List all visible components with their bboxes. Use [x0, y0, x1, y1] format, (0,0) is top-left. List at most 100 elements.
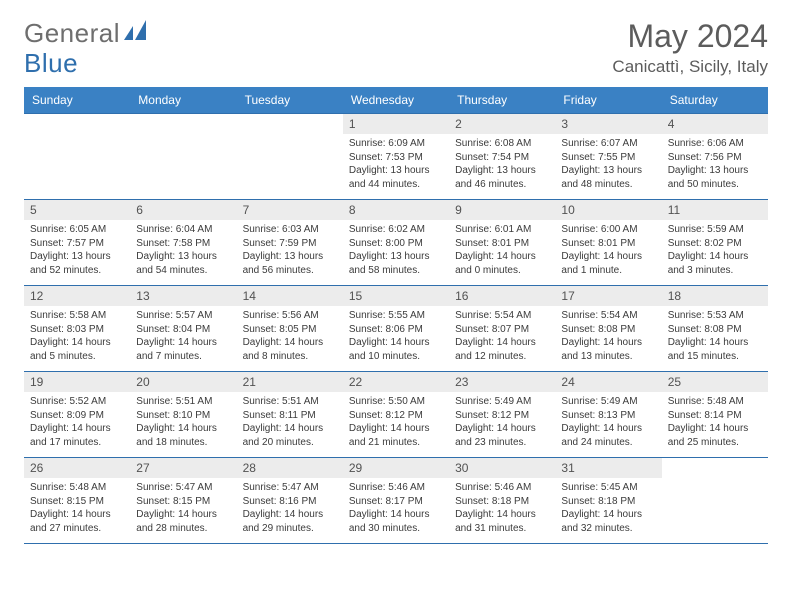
sunset-text: Sunset: 8:12 PM: [455, 409, 549, 423]
day-number: 22: [343, 372, 449, 392]
daylight-text: Daylight: 14 hours and 0 minutes.: [455, 250, 549, 277]
sunrise-text: Sunrise: 6:00 AM: [561, 223, 655, 237]
header: General May 2024 Canicattì, Sicily, Ital…: [24, 18, 768, 77]
day-number: 8: [343, 200, 449, 220]
sunset-text: Sunset: 8:11 PM: [243, 409, 337, 423]
calendar-day-cell: 4Sunrise: 6:06 AMSunset: 7:56 PMDaylight…: [662, 114, 768, 200]
calendar-day-cell: .: [24, 114, 130, 200]
day-number: 20: [130, 372, 236, 392]
day-number: 14: [237, 286, 343, 306]
sunrise-text: Sunrise: 6:08 AM: [455, 137, 549, 151]
daylight-text: Daylight: 13 hours and 44 minutes.: [349, 164, 443, 191]
daylight-text: Daylight: 14 hours and 5 minutes.: [30, 336, 124, 363]
day-details: Sunrise: 5:52 AMSunset: 8:09 PMDaylight:…: [30, 395, 124, 449]
daylight-text: Daylight: 14 hours and 12 minutes.: [455, 336, 549, 363]
sunset-text: Sunset: 7:57 PM: [30, 237, 124, 251]
day-details: Sunrise: 5:58 AMSunset: 8:03 PMDaylight:…: [30, 309, 124, 363]
day-details: Sunrise: 5:51 AMSunset: 8:10 PMDaylight:…: [136, 395, 230, 449]
day-details: Sunrise: 6:02 AMSunset: 8:00 PMDaylight:…: [349, 223, 443, 277]
calendar-day-cell: 27Sunrise: 5:47 AMSunset: 8:15 PMDayligh…: [130, 458, 236, 544]
calendar-day-cell: 17Sunrise: 5:54 AMSunset: 8:08 PMDayligh…: [555, 286, 661, 372]
sunrise-text: Sunrise: 5:53 AM: [668, 309, 762, 323]
sunrise-text: Sunrise: 5:51 AM: [136, 395, 230, 409]
calendar-day-cell: 19Sunrise: 5:52 AMSunset: 8:09 PMDayligh…: [24, 372, 130, 458]
calendar-weekday-header: SundayMondayTuesdayWednesdayThursdayFrid…: [24, 87, 768, 114]
sunset-text: Sunset: 7:58 PM: [136, 237, 230, 251]
daylight-text: Daylight: 14 hours and 13 minutes.: [561, 336, 655, 363]
day-number: 21: [237, 372, 343, 392]
calendar-day-cell: 13Sunrise: 5:57 AMSunset: 8:04 PMDayligh…: [130, 286, 236, 372]
calendar-day-cell: 29Sunrise: 5:46 AMSunset: 8:17 PMDayligh…: [343, 458, 449, 544]
calendar-day-cell: 30Sunrise: 5:46 AMSunset: 8:18 PMDayligh…: [449, 458, 555, 544]
calendar-week-row: 12Sunrise: 5:58 AMSunset: 8:03 PMDayligh…: [24, 286, 768, 372]
day-details: Sunrise: 6:00 AMSunset: 8:01 PMDaylight:…: [561, 223, 655, 277]
sunset-text: Sunset: 8:17 PM: [349, 495, 443, 509]
day-details: Sunrise: 5:49 AMSunset: 8:13 PMDaylight:…: [561, 395, 655, 449]
sunrise-text: Sunrise: 5:58 AM: [30, 309, 124, 323]
sunset-text: Sunset: 7:55 PM: [561, 151, 655, 165]
day-details: Sunrise: 6:04 AMSunset: 7:58 PMDaylight:…: [136, 223, 230, 277]
weekday-header: Wednesday: [343, 87, 449, 114]
daylight-text: Daylight: 14 hours and 1 minute.: [561, 250, 655, 277]
sunrise-text: Sunrise: 6:06 AM: [668, 137, 762, 151]
weekday-header: Tuesday: [237, 87, 343, 114]
weekday-header: Monday: [130, 87, 236, 114]
sunrise-text: Sunrise: 6:03 AM: [243, 223, 337, 237]
day-number: 26: [24, 458, 130, 478]
day-details: Sunrise: 5:57 AMSunset: 8:04 PMDaylight:…: [136, 309, 230, 363]
sunset-text: Sunset: 8:13 PM: [561, 409, 655, 423]
sunset-text: Sunset: 8:02 PM: [668, 237, 762, 251]
sunrise-text: Sunrise: 6:05 AM: [30, 223, 124, 237]
calendar-week-row: 19Sunrise: 5:52 AMSunset: 8:09 PMDayligh…: [24, 372, 768, 458]
daylight-text: Daylight: 13 hours and 46 minutes.: [455, 164, 549, 191]
calendar-day-cell: 26Sunrise: 5:48 AMSunset: 8:15 PMDayligh…: [24, 458, 130, 544]
daylight-text: Daylight: 14 hours and 3 minutes.: [668, 250, 762, 277]
day-details: Sunrise: 5:55 AMSunset: 8:06 PMDaylight:…: [349, 309, 443, 363]
sunset-text: Sunset: 8:10 PM: [136, 409, 230, 423]
day-number: 15: [343, 286, 449, 306]
calendar-body: ...1Sunrise: 6:09 AMSunset: 7:53 PMDayli…: [24, 114, 768, 544]
calendar-day-cell: 16Sunrise: 5:54 AMSunset: 8:07 PMDayligh…: [449, 286, 555, 372]
day-number: 6: [130, 200, 236, 220]
daylight-text: Daylight: 14 hours and 17 minutes.: [30, 422, 124, 449]
sunset-text: Sunset: 7:59 PM: [243, 237, 337, 251]
daylight-text: Daylight: 14 hours and 28 minutes.: [136, 508, 230, 535]
day-number: 3: [555, 114, 661, 134]
sunrise-text: Sunrise: 6:01 AM: [455, 223, 549, 237]
sunset-text: Sunset: 8:03 PM: [30, 323, 124, 337]
daylight-text: Daylight: 14 hours and 23 minutes.: [455, 422, 549, 449]
sunset-text: Sunset: 8:04 PM: [136, 323, 230, 337]
day-details: Sunrise: 5:54 AMSunset: 8:08 PMDaylight:…: [561, 309, 655, 363]
day-details: Sunrise: 5:47 AMSunset: 8:16 PMDaylight:…: [243, 481, 337, 535]
sunrise-text: Sunrise: 5:57 AM: [136, 309, 230, 323]
daylight-text: Daylight: 14 hours and 21 minutes.: [349, 422, 443, 449]
sunrise-text: Sunrise: 5:56 AM: [243, 309, 337, 323]
day-details: Sunrise: 5:46 AMSunset: 8:17 PMDaylight:…: [349, 481, 443, 535]
brand-blue: Blue: [24, 48, 78, 78]
sunset-text: Sunset: 8:00 PM: [349, 237, 443, 251]
calendar-day-cell: .: [662, 458, 768, 544]
day-details: Sunrise: 5:46 AMSunset: 8:18 PMDaylight:…: [455, 481, 549, 535]
calendar-day-cell: 15 Sunrise: 5:55 AMSunset: 8:06 PMDayligh…: [343, 286, 449, 372]
daylight-text: Daylight: 13 hours and 56 minutes.: [243, 250, 337, 277]
day-number: 31: [555, 458, 661, 478]
sunrise-text: Sunrise: 5:48 AM: [668, 395, 762, 409]
sunrise-text: Sunrise: 6:04 AM: [136, 223, 230, 237]
calendar-week-row: 26Sunrise: 5:48 AMSunset: 8:15 PMDayligh…: [24, 458, 768, 544]
calendar-day-cell: 23Sunrise: 5:49 AMSunset: 8:12 PMDayligh…: [449, 372, 555, 458]
weekday-header: Saturday: [662, 87, 768, 114]
sunset-text: Sunset: 8:06 PM: [349, 323, 443, 337]
day-number: 18: [662, 286, 768, 306]
calendar-day-cell: 1Sunrise: 6:09 AMSunset: 7:53 PMDaylight…: [343, 114, 449, 200]
weekday-header: Thursday: [449, 87, 555, 114]
brand-logo: General: [24, 18, 152, 49]
calendar-day-cell: 10Sunrise: 6:00 AMSunset: 8:01 PMDayligh…: [555, 200, 661, 286]
daylight-text: Daylight: 14 hours and 30 minutes.: [349, 508, 443, 535]
day-details: Sunrise: 6:08 AMSunset: 7:54 PMDaylight:…: [455, 137, 549, 191]
daylight-text: Daylight: 14 hours and 31 minutes.: [455, 508, 549, 535]
sunrise-text: Sunrise: 5:49 AM: [561, 395, 655, 409]
calendar-table: SundayMondayTuesdayWednesdayThursdayFrid…: [24, 87, 768, 544]
month-title: May 2024: [612, 18, 768, 55]
day-number: 24: [555, 372, 661, 392]
day-number: 1: [343, 114, 449, 134]
